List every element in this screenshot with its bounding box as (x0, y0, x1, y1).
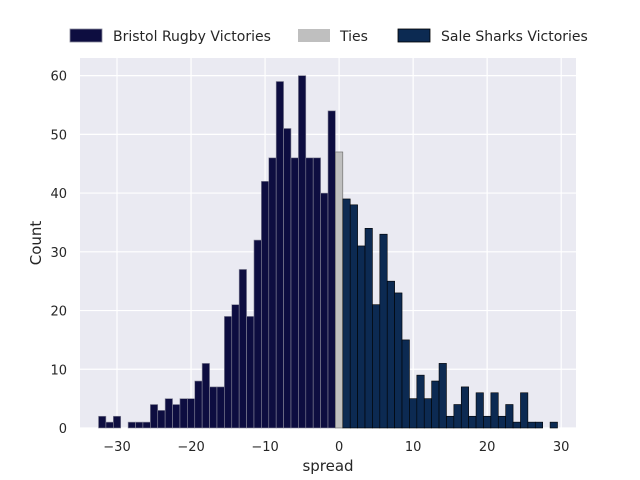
y-tick-label: 30 (50, 246, 67, 261)
y-tick-label: 60 (50, 70, 67, 85)
bar-bristol (157, 410, 166, 429)
bar-bristol (179, 398, 188, 429)
bar-bristol (268, 157, 277, 429)
bar-sale (527, 421, 536, 429)
bar-sale (401, 339, 410, 429)
y-tick-label: 50 (50, 128, 67, 143)
y-tick-label: 40 (50, 187, 67, 202)
bar-bristol (224, 316, 233, 429)
bar-bristol (246, 316, 255, 429)
bar-bristol (231, 304, 240, 429)
legend-swatch-sale (397, 28, 431, 43)
bar-bristol (290, 157, 299, 429)
legend-swatch-ties (298, 29, 330, 42)
bar-tie (335, 151, 344, 429)
bar-bristol (298, 75, 307, 429)
bar-sale (431, 380, 440, 429)
bar-bristol (209, 386, 218, 429)
x-tick-label: 10 (405, 440, 422, 455)
bar-sale (342, 198, 351, 429)
bar-bristol (105, 421, 114, 429)
bar-bristol (135, 421, 144, 429)
bar-bristol (150, 404, 159, 429)
bar-bristol (172, 404, 181, 429)
bar-sale (549, 421, 558, 429)
bar-sale (438, 363, 447, 429)
bar-bristol (312, 157, 321, 429)
bar-sale (386, 280, 395, 429)
bar-sale (372, 304, 381, 429)
x-tick-label: 30 (553, 440, 570, 455)
bar-bristol (201, 363, 210, 429)
bar-bristol (275, 81, 284, 429)
x-tick-label: 0 (335, 440, 343, 455)
bar-bristol (283, 128, 292, 429)
bar-sale (416, 374, 425, 429)
bar-bristol (238, 269, 247, 429)
y-tick-label: 0 (59, 422, 67, 437)
bar-bristol (305, 157, 314, 429)
bar-bristol (320, 192, 329, 429)
bar-bristol (194, 380, 203, 429)
bar-sale (468, 415, 477, 429)
bar-sale (394, 292, 403, 429)
bar-sale (364, 228, 373, 429)
bar-bristol (327, 110, 336, 429)
x-tick-label: 20 (479, 440, 496, 455)
y-tick-label: 10 (50, 363, 67, 378)
bar-sale (505, 404, 514, 429)
bar-bristol (261, 181, 270, 429)
legend-label-bristol: Bristol Rugby Victories (113, 29, 271, 45)
bar-sale (483, 415, 492, 429)
bar-sale (520, 392, 529, 429)
y-tick-label: 20 (50, 305, 67, 320)
x-tick-label: −10 (251, 440, 278, 455)
bar-bristol (127, 421, 136, 429)
bar-sale (460, 386, 469, 429)
bar-bristol (253, 239, 262, 429)
bar-sale (357, 245, 366, 429)
bar-sale (453, 404, 462, 429)
bar-sale (423, 398, 432, 429)
x-axis-label: spread (302, 457, 353, 475)
x-tick-label: −20 (177, 440, 204, 455)
bar-sale (409, 398, 418, 429)
bar-bristol (113, 415, 122, 429)
bars (98, 75, 558, 429)
bar-sale (490, 392, 499, 429)
y-tick-labels: 0 10 20 30 40 50 60 (50, 70, 67, 437)
legend-swatch-bristol (69, 28, 103, 43)
bar-sale (534, 421, 543, 429)
legend: Bristol Rugby Victories Ties Sale Sharks… (69, 28, 588, 45)
legend-label-sale: Sale Sharks Victories (441, 29, 588, 45)
bar-sale (512, 421, 521, 429)
bar-bristol (216, 386, 225, 429)
bar-bristol (187, 398, 196, 429)
bar-sale (475, 392, 484, 429)
bar-sale (497, 415, 506, 429)
bar-bristol (98, 415, 107, 429)
bar-bristol (142, 421, 151, 429)
y-axis-label: Count (27, 221, 45, 266)
legend-label-ties: Ties (339, 29, 368, 45)
bar-sale (349, 204, 358, 429)
bar-sale (379, 233, 388, 429)
x-tick-label: −30 (103, 440, 130, 455)
bar-sale (446, 415, 455, 429)
x-tick-labels: −30 −20 −10 0 10 20 30 (103, 440, 569, 455)
bar-bristol (164, 398, 173, 429)
